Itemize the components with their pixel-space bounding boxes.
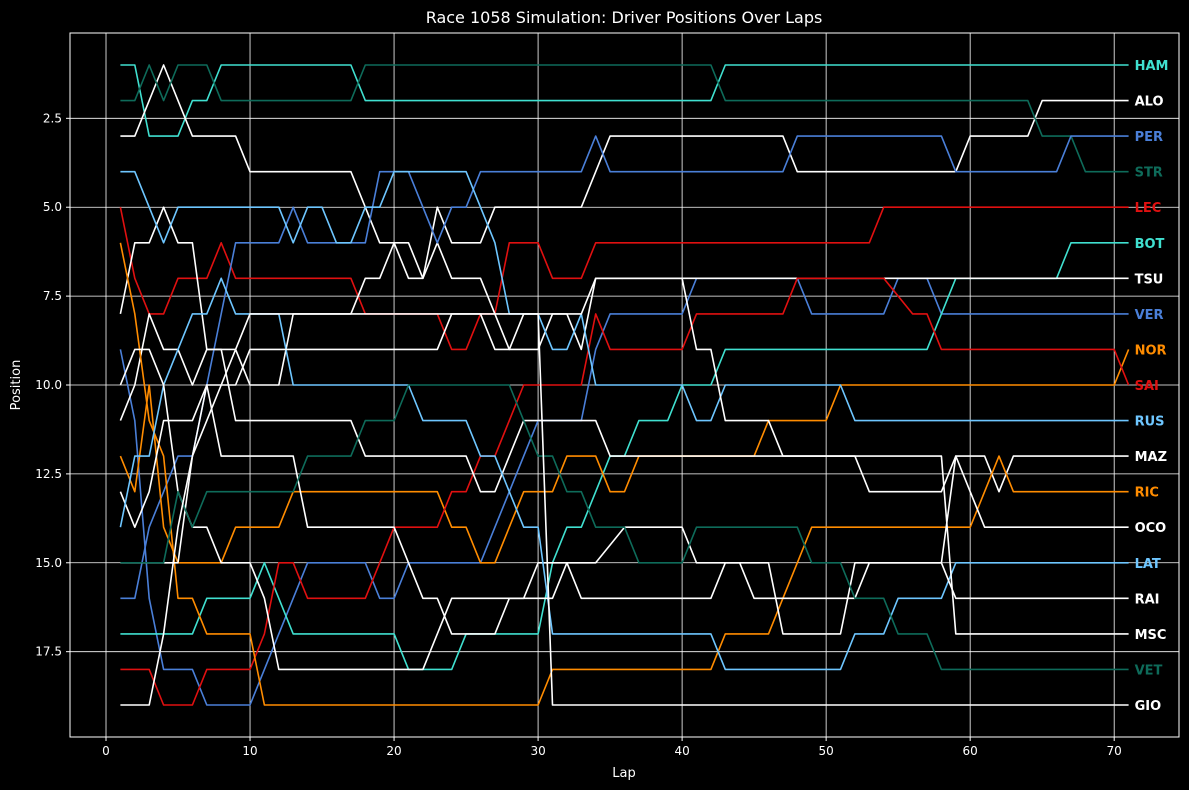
y-tick-label: 15.0 [35, 556, 62, 570]
driver-label-vet: VET [1135, 663, 1163, 678]
driver-label-ver: VER [1135, 308, 1164, 323]
driver-label-ric: RIC [1135, 486, 1159, 501]
driver-label-nor: NOR [1135, 343, 1167, 358]
y-tick-label: 5.0 [43, 200, 62, 214]
chart-title: Race 1058 Simulation: Driver Positions O… [426, 8, 823, 27]
x-tick-label: 50 [818, 744, 833, 758]
series-line-lat [119, 277, 1129, 671]
y-tick-label: 2.5 [43, 111, 62, 125]
driver-label-rai: RAI [1135, 592, 1160, 607]
x-tick-label: 30 [530, 744, 545, 758]
driver-label-msc: MSC [1135, 628, 1167, 643]
series-line-maz [119, 313, 1129, 493]
series-line-oco [119, 384, 1129, 635]
driver-label-maz: MAZ [1135, 450, 1167, 465]
y-tick-label: 17.5 [35, 645, 62, 659]
x-tick-label: 60 [963, 744, 978, 758]
x-tick-label: 0 [102, 744, 110, 758]
series-line-alo [120, 64, 1129, 280]
series-line-vet [120, 384, 1129, 671]
x-tick-label: 40 [674, 744, 689, 758]
x-tick-label: 10 [242, 744, 257, 758]
driver-label-oco: OCO [1135, 521, 1167, 536]
x-axis-label: Lap [612, 766, 635, 781]
y-tick-label: 12.5 [35, 467, 62, 481]
driver-label-str: STR [1135, 166, 1163, 181]
driver-label-sai: SAI [1135, 379, 1159, 394]
driver-label-rus: RUS [1135, 415, 1165, 430]
series-line-nor [119, 349, 1130, 564]
x-tick-label: 70 [1107, 744, 1122, 758]
driver-label-per: PER [1135, 130, 1163, 145]
x-tick-label: 20 [386, 744, 401, 758]
y-tick-label: 7.5 [43, 289, 62, 303]
series-line-rus [120, 170, 1129, 422]
y-axis-label: Position [9, 360, 24, 411]
series-line-gio [120, 313, 1129, 706]
y-tick-label: 10.0 [35, 378, 62, 392]
driver-label-ham: HAM [1135, 59, 1169, 74]
driver-label-tsu: TSU [1135, 272, 1164, 287]
driver-label-bot: BOT [1135, 237, 1165, 252]
series-lines [119, 64, 1130, 706]
driver-label-alo: ALO [1135, 95, 1164, 110]
driver-label-lat: LAT [1135, 557, 1161, 572]
driver-label-gio: GIO [1135, 699, 1162, 714]
driver-labels: HAM ALO VER STR LEC BOT TSU PER NOR SAI RUS MAZ RIC O… [1135, 59, 1169, 714]
axis-ticks: 0 10 20 30 40 50 60 70 2.5 5.0 7.5 10.0 12.5 15.0 17.5 [35, 111, 1122, 758]
driver-label-lec: LEC [1135, 201, 1162, 216]
series-line-lec [119, 206, 1129, 351]
series-line-str [120, 64, 1129, 173]
